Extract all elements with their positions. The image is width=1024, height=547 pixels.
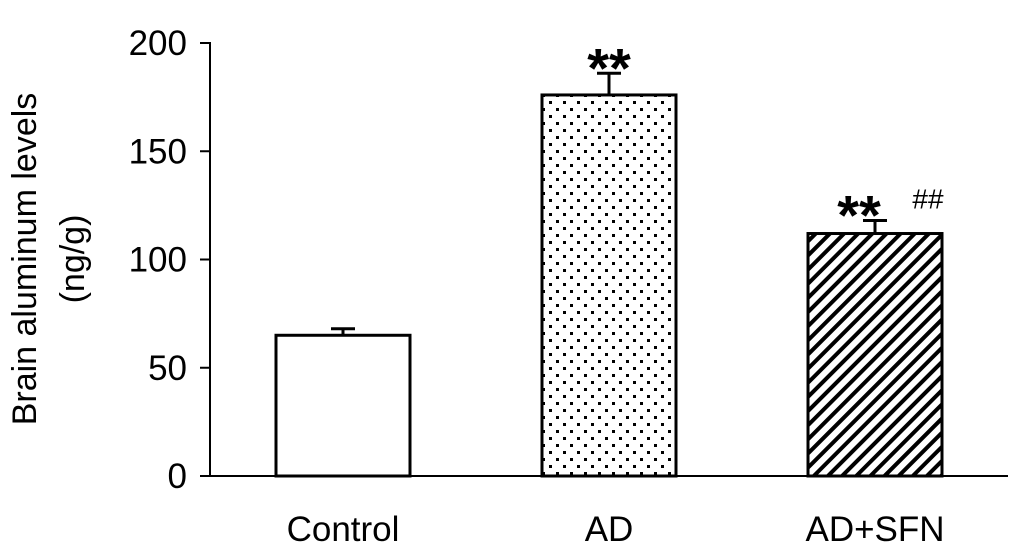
y-tick-label: 200 xyxy=(129,24,187,63)
bar-ad-sfn xyxy=(806,232,944,478)
y-axis: 0 50 100 150 200 xyxy=(129,24,211,496)
y-axis-label: Brain aluminum levels (ng/g) xyxy=(6,93,92,426)
y-tick-label: 150 xyxy=(129,132,187,171)
x-axis: Control AD AD+SFN xyxy=(210,475,1008,547)
bar-control xyxy=(274,333,412,478)
significance-stars: ** xyxy=(587,36,631,99)
y-axis-label-line-2: (ng/g) xyxy=(54,215,92,304)
x-tick-label: Control xyxy=(287,510,400,547)
y-tick-label: 100 xyxy=(129,241,187,280)
y-axis-label-line-1: Brain aluminum levels xyxy=(6,93,44,426)
significance-hash: ## xyxy=(912,184,944,215)
significance-stars: ** xyxy=(837,184,881,247)
bars xyxy=(274,71,944,478)
y-tick-label: 0 xyxy=(168,457,187,496)
annotations: ** ** ## xyxy=(587,36,944,246)
x-tick-label: AD+SFN xyxy=(805,510,944,547)
y-tick-label: 50 xyxy=(148,349,187,388)
bar-ad xyxy=(540,93,678,478)
x-tick-label: AD xyxy=(585,510,634,547)
